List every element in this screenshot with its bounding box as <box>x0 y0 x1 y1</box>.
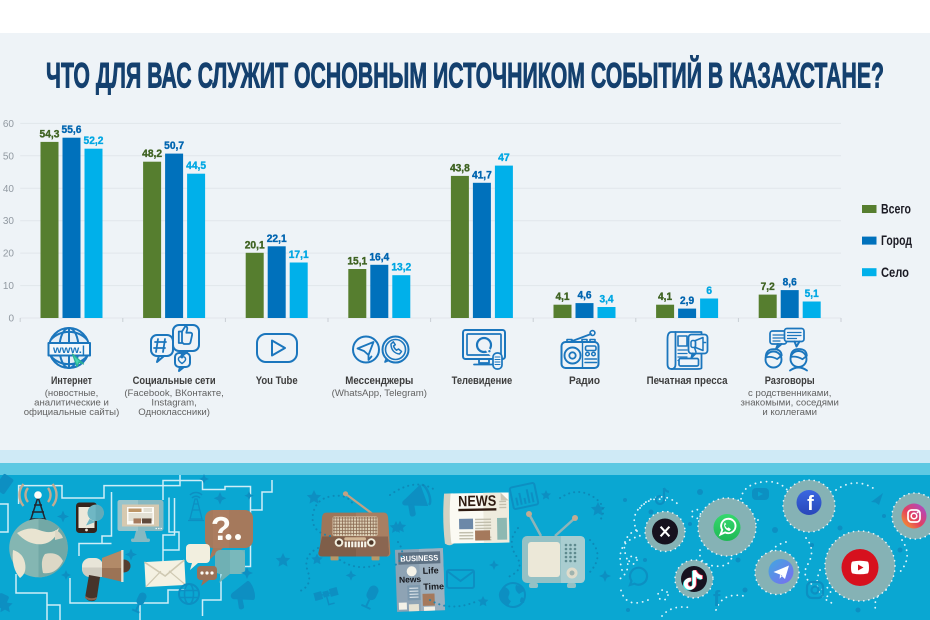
svg-text:10: 10 <box>3 281 15 292</box>
svg-text:Instagram,: Instagram, <box>151 398 196 409</box>
svg-text:Печатная пресса: Печатная пресса <box>647 375 729 387</box>
svg-text:48,2: 48,2 <box>142 148 162 160</box>
svg-text:7,2: 7,2 <box>761 281 775 293</box>
svg-text:20: 20 <box>3 249 15 260</box>
svg-text:Time: Time <box>423 581 444 592</box>
svg-text:15,1: 15,1 <box>347 256 367 268</box>
svg-text:www.|: www.| <box>52 345 85 356</box>
svg-text:54,3: 54,3 <box>40 128 60 140</box>
svg-text:Телевидение: Телевидение <box>452 375 513 387</box>
svg-text:22,1: 22,1 <box>267 233 287 245</box>
svg-text:с родственниками,: с родственниками, <box>748 388 831 399</box>
svg-text:4,6: 4,6 <box>577 290 591 302</box>
svg-text:30: 30 <box>3 216 15 227</box>
svg-text:аналитические и: аналитические и <box>34 398 109 409</box>
svg-text:NEWS: NEWS <box>458 493 496 511</box>
svg-text:?: ? <box>211 510 231 547</box>
svg-text:5,1: 5,1 <box>805 288 819 300</box>
svg-text:Социальные сети: Социальные сети <box>133 375 216 387</box>
svg-text:и коллегами: и коллегами <box>762 407 817 418</box>
svg-text:Город: Город <box>881 233 912 248</box>
svg-text:0: 0 <box>8 314 14 325</box>
svg-text:Радио: Радио <box>569 375 600 387</box>
svg-text:f: f <box>713 586 721 611</box>
svg-text:2,9: 2,9 <box>680 295 694 307</box>
svg-text:13,2: 13,2 <box>391 262 411 274</box>
svg-text:You Tube: You Tube <box>256 375 298 387</box>
svg-text:44,5: 44,5 <box>186 160 206 172</box>
svg-text:47: 47 <box>498 152 510 164</box>
svg-text:ЧТО ДЛЯ ВАС СЛУЖИТ ОСНОВНЫМ ИС: ЧТО ДЛЯ ВАС СЛУЖИТ ОСНОВНЫМ ИСТОЧНИКОМ С… <box>46 56 884 96</box>
svg-text:(WhatsApp, Telegram): (WhatsApp, Telegram) <box>332 388 427 399</box>
svg-text:16,4: 16,4 <box>369 251 389 263</box>
svg-text:Село: Село <box>881 265 909 280</box>
svg-text:40: 40 <box>3 184 15 195</box>
svg-text:8,6: 8,6 <box>783 277 797 289</box>
svg-text:3,4: 3,4 <box>599 294 613 306</box>
svg-text:Одноклассники): Одноклассники) <box>138 407 210 418</box>
svg-text:Разговоры: Разговоры <box>765 375 815 387</box>
svg-text:News: News <box>399 574 422 585</box>
svg-text:официальные сайты): официальные сайты) <box>24 407 120 418</box>
svg-text:знакомыми, соседями: знакомыми, соседями <box>741 398 839 409</box>
svg-text:52,2: 52,2 <box>84 135 104 147</box>
svg-text:Всего: Всего <box>881 202 911 217</box>
svg-text:Life: Life <box>423 565 439 576</box>
svg-text:Интернет: Интернет <box>51 375 92 387</box>
svg-text:50,7: 50,7 <box>164 140 184 152</box>
svg-text:41,7: 41,7 <box>472 169 492 181</box>
svg-text:17,1: 17,1 <box>289 249 309 261</box>
svg-text:Мессенджеры: Мессенджеры <box>345 375 413 387</box>
svg-text:(Facebook, ВКонтакте,: (Facebook, ВКонтакте, <box>124 388 224 399</box>
svg-text:20,1: 20,1 <box>245 239 265 251</box>
svg-text:55,6: 55,6 <box>62 124 82 136</box>
svg-text:BUSINESS: BUSINESS <box>400 553 439 563</box>
svg-text:4,1: 4,1 <box>658 291 672 303</box>
svg-text:60: 60 <box>3 119 15 130</box>
svg-text:4,1: 4,1 <box>555 291 569 303</box>
svg-text:43,8: 43,8 <box>450 162 470 174</box>
svg-text:6: 6 <box>706 285 712 297</box>
svg-text:f: f <box>807 493 814 515</box>
svg-text:(новостные,: (новостные, <box>45 388 99 399</box>
svg-text:50: 50 <box>3 151 15 162</box>
